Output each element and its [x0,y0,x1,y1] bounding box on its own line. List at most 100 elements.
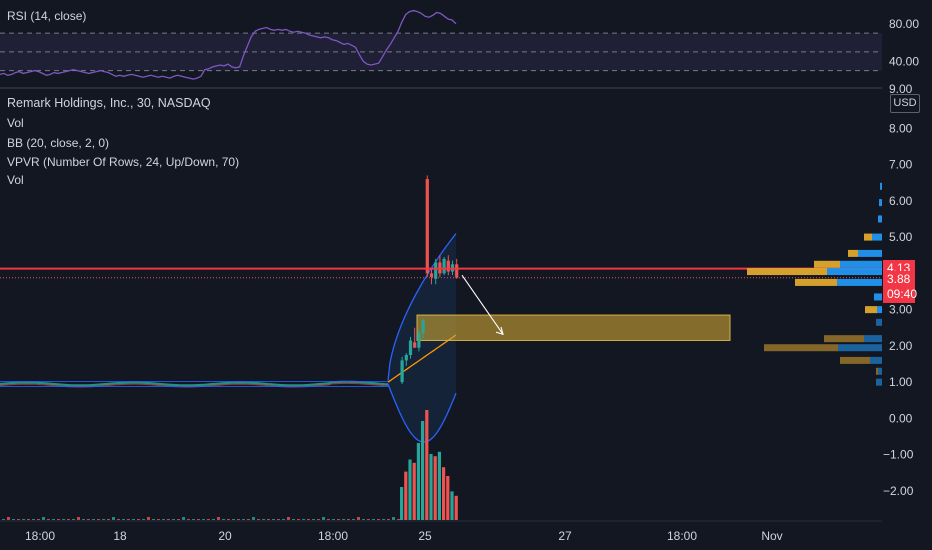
volume-profile-up [837,278,882,286]
currency-button[interactable]: USD [890,94,920,113]
time-tick-label: 18:00 [667,529,697,543]
volume-bar [242,519,245,520]
volume-bar [352,519,355,520]
volume-bar [387,519,390,520]
last-price-tag: 3.88 09:40 [883,270,918,303]
volume-profile-up [827,268,882,276]
pre-spike-price-line [0,380,389,387]
volume-bar [408,459,412,520]
price-tick-label: 0.00 [889,411,913,425]
volume-profile-up [878,215,882,223]
volume-bar [152,519,155,520]
volume-bar [112,517,115,520]
volume-bar [252,517,255,520]
volume-bar [212,519,215,520]
volume-bar [157,519,160,520]
volume-bar [232,519,235,520]
volume-bar [237,519,240,520]
volume-profile-up [872,233,882,241]
volume-bar [207,519,210,520]
price-tick-label: 6.00 [889,194,913,208]
volume-bar [429,454,433,520]
candle-body [413,342,417,348]
vol-legend[interactable]: Vol [7,116,24,130]
volume-bar [397,519,400,520]
price-tick-label: −1.00 [883,448,914,462]
price-tick-label: −2.00 [883,484,914,498]
volume-profile-up [858,249,882,257]
volume-bar [412,462,416,520]
volume-profile-up [878,367,882,375]
candle-body [417,333,421,348]
volume-profile-down [824,335,864,343]
volume-bar [122,519,125,520]
symbol-legend[interactable]: Remark Holdings, Inc., 30, NASDAQ [7,96,211,110]
volume-profile-down [795,278,837,286]
candle-body [442,258,446,274]
volume-bar [367,519,370,520]
volume-profile-up [838,344,882,352]
volume-profile-down [848,249,858,257]
volume-profile-down [876,367,878,375]
volume-bar [102,519,105,520]
candle-body [455,264,459,278]
volume-bar [27,519,30,520]
volume-bar [202,519,205,520]
volume-bar [437,451,441,520]
last-price-label: 3.88 [887,271,911,286]
bb-upper [387,233,457,381]
time-axis[interactable]: 18:00 18 20 18:00 25 27 18:00 Nov [0,520,932,543]
volume-bar [147,517,150,520]
volume-bar [342,519,345,520]
volume-profile-up [870,356,882,364]
volume-bar [47,519,50,520]
bar-countdown: 09:40 [887,286,918,301]
vol2-legend[interactable]: Vol [7,173,24,187]
volume-bar [87,519,90,520]
volume-bar [52,519,55,520]
volume-bar [302,519,305,520]
volume-bar [332,519,335,520]
supply-zone [416,314,731,341]
volume-bar [107,519,110,520]
price-tick-label: 7.00 [889,158,913,172]
volume-profile-up [880,182,882,190]
volume-bar [132,519,135,520]
volume-bar [442,467,446,520]
volume-bar [12,519,15,520]
volume-bar [347,519,350,520]
volume-bar [382,519,385,520]
candle-body [434,262,438,279]
volume-bar [37,519,40,520]
volume-bar [446,476,450,520]
volume-bar [177,519,180,520]
bb-legend[interactable]: BB (20, close, 2, 0) [7,136,110,150]
price-tick-label: 8.00 [889,121,913,135]
vpvr-legend[interactable]: VPVR (Number Of Rows, 24, Up/Down, 70) [7,155,240,169]
price-tick-label: 1.00 [889,375,913,389]
volume-bar [137,519,140,520]
arrow-annotation [461,274,504,335]
volume-bar [197,519,200,520]
volume-bar [22,519,25,520]
volume-profile-up [864,335,882,343]
volume-profile-up [874,293,882,301]
volume-bar [7,517,10,520]
volume-bar [292,519,295,520]
time-tick-label: Nov [761,529,782,543]
volume-bar [416,443,420,520]
volume-bar [72,519,75,520]
volume-bar [222,519,225,520]
volume-bar [357,517,360,520]
rsi-legend[interactable]: RSI (14, close) [7,9,87,23]
volume-bar [297,519,300,520]
volume-profile-down [764,344,838,352]
volume-bar [287,517,290,520]
volume-bar [272,519,275,520]
volume-bar [127,519,130,520]
volume-bar [377,519,380,520]
candle-body [425,179,429,274]
rsi-tick-label: 40.00 [889,54,919,68]
volume-bar [400,487,404,520]
